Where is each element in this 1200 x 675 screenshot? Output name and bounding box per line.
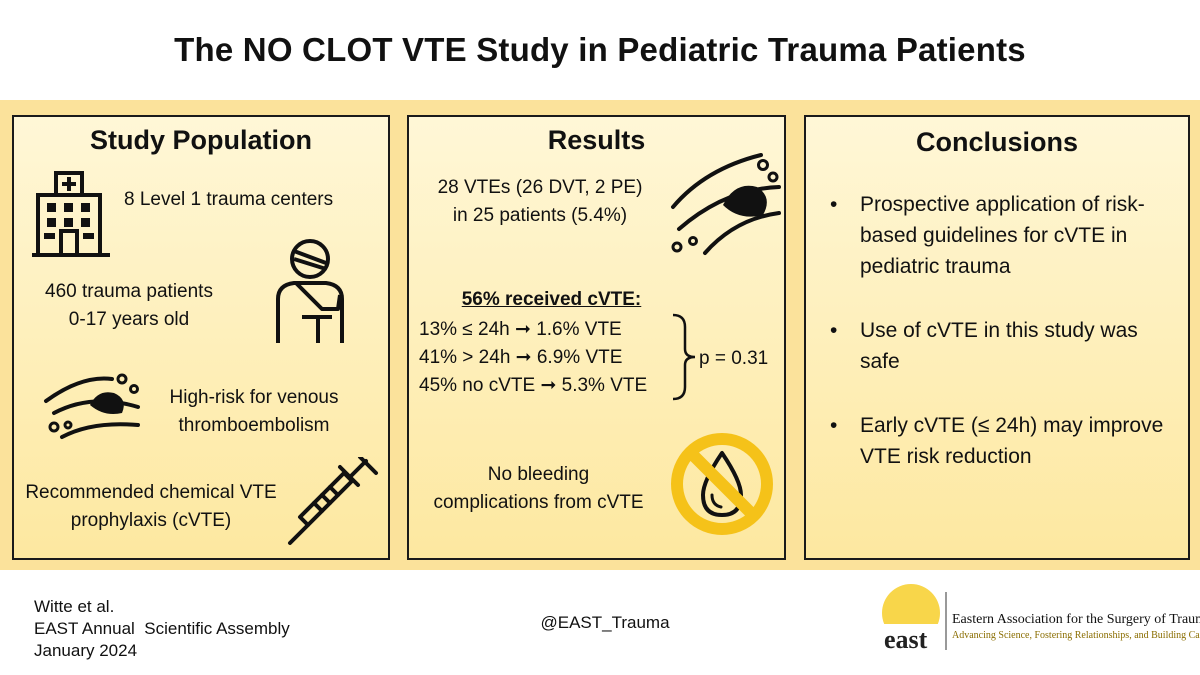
p-value: p = 0.31 [699, 348, 769, 369]
org-name: Eastern Association for the Surgery of T… [952, 612, 1200, 627]
risk-line2: thromboembolism [178, 415, 330, 436]
results-panel: Results 28 VTEs (26 DVT, 2 PE) in 25 pat… [407, 115, 786, 560]
bleeding-line2: complications from cVTE [433, 492, 644, 513]
org-tagline: Advancing Science, Fostering Relationshi… [952, 630, 1200, 641]
conclusion-item: • Prospective application of risk-based g… [828, 189, 1178, 282]
twitter-handle: @EAST_Trauma [540, 613, 670, 632]
bullet: • [830, 319, 838, 342]
result-row-1: 13% ≤ 24h ➞ 1.6% VTE [419, 319, 622, 340]
study-population-panel: Study Population 8 Level 1 trauma center… [12, 115, 390, 560]
conclusion-text: Use of cVTE in this study was safe [860, 319, 1138, 373]
logo-divider [945, 592, 947, 650]
bullet: • [830, 193, 838, 216]
conclusions-heading: Conclusions [915, 127, 1078, 157]
bracket-icon [672, 313, 696, 401]
poster-title: The NO CLOT VTE Study in Pediatric Traum… [174, 31, 1026, 68]
result-row-2: 41% > 24h ➞ 6.9% VTE [419, 347, 623, 368]
result-row-3: 45% no cVTE ➞ 5.3% VTE [419, 375, 648, 396]
conclusion-text: Prospective application of risk-based gu… [860, 193, 1145, 278]
study-population-heading: Study Population [90, 125, 312, 155]
vte-line2: in 25 patients (5.4%) [452, 205, 628, 226]
no-bleeding-icon [671, 433, 773, 535]
conclusion-item: • Early cVTE (≤ 24h) may improve VTE risk… [828, 410, 1178, 472]
bullet: • [830, 414, 838, 437]
date-text: January 2024 [34, 641, 138, 660]
author-text: Witte et al. [34, 597, 115, 616]
risk-line1: High-risk for venous [169, 387, 339, 408]
logo-word: east [884, 625, 928, 654]
blood-clot-icon [671, 153, 781, 255]
conclusions-list: • Prospective application of risk-based g… [828, 189, 1178, 505]
conclusion-text: Early cVTE (≤ 24h) may improve VTE risk … [860, 414, 1164, 468]
received-text: 56% received cVTE: [461, 289, 642, 310]
vte-line1: 28 VTEs (26 DVT, 2 PE) [437, 177, 643, 198]
patients-line2: 0-17 years old [68, 309, 190, 330]
recommend-line1: Recommended chemical VTE [25, 482, 277, 503]
patients-line1: 460 trauma patients [45, 281, 213, 302]
east-logo-icon [882, 584, 940, 624]
conclusion-item: • Use of cVTE in this study was safe [828, 315, 1178, 377]
conclusions-panel: Conclusions • Prospective application of … [804, 115, 1190, 560]
recommend-line2: prophylaxis (cVTE) [70, 510, 232, 531]
syringe-icon [288, 457, 378, 545]
meeting-text: EAST Annual Scientific Assembly [34, 619, 290, 638]
bleeding-line1: No bleeding [487, 464, 590, 485]
blood-clot-icon [44, 373, 140, 439]
hospital-icon [32, 171, 110, 257]
results-heading: Results [547, 125, 646, 155]
centers-text: 8 Level 1 trauma centers [124, 189, 334, 210]
injured-child-icon [276, 239, 344, 343]
